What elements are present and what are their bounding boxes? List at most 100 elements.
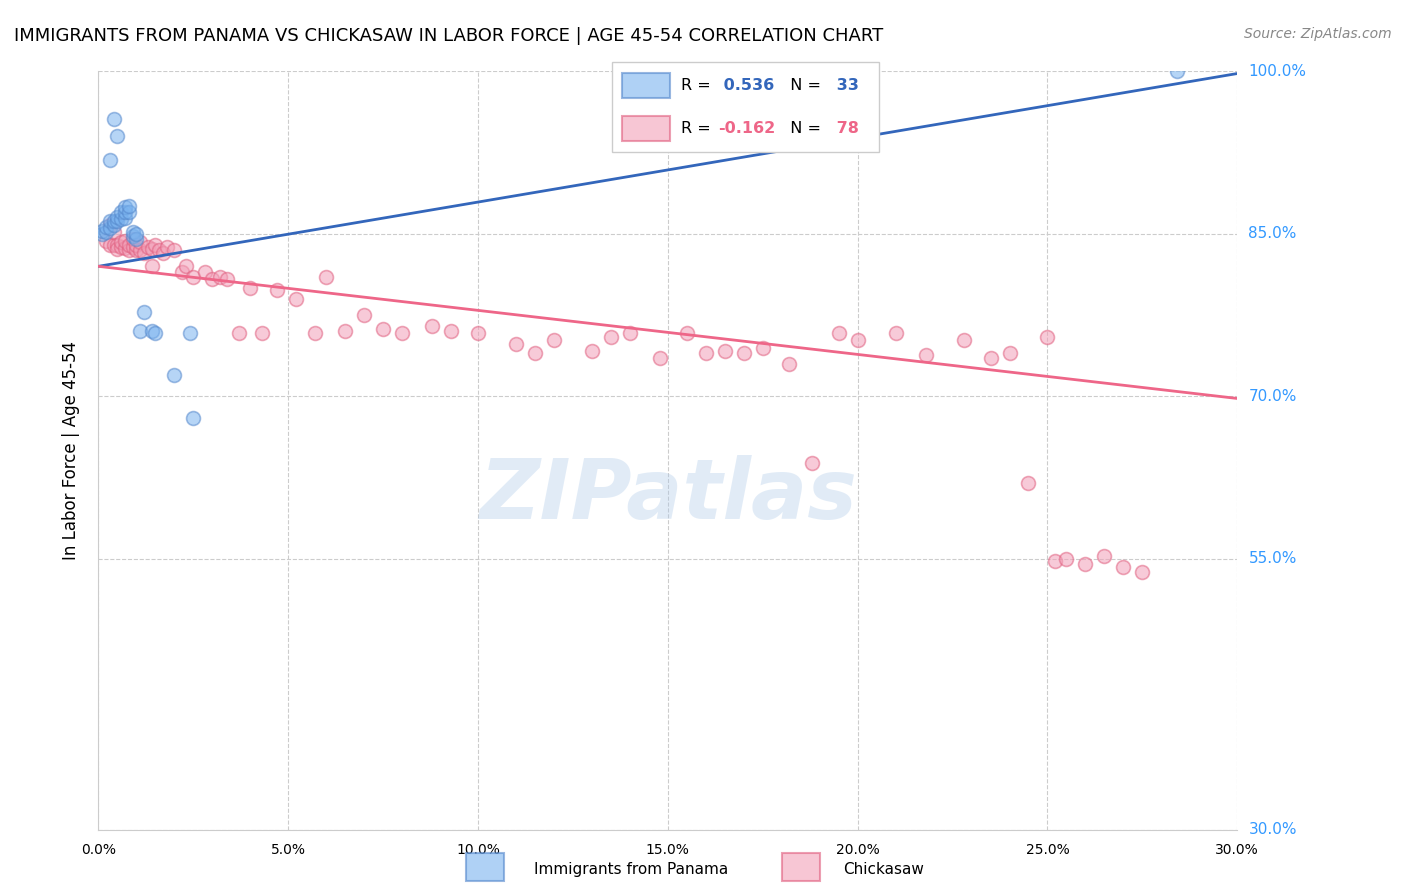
Text: IMMIGRANTS FROM PANAMA VS CHICKASAW IN LABOR FORCE | AGE 45-54 CORRELATION CHART: IMMIGRANTS FROM PANAMA VS CHICKASAW IN L… <box>14 27 883 45</box>
Point <box>125 237 148 252</box>
FancyBboxPatch shape <box>623 73 671 98</box>
Text: N =: N = <box>780 121 821 136</box>
Point <box>183 270 205 285</box>
Point <box>1132 565 1154 579</box>
Point <box>94 225 117 239</box>
Point <box>217 272 239 286</box>
Point <box>1166 64 1188 78</box>
Point <box>714 343 737 358</box>
Point <box>114 211 136 225</box>
Point <box>110 235 132 250</box>
Text: 70.0%: 70.0% <box>1249 389 1296 404</box>
Point <box>107 214 129 228</box>
Point <box>778 357 800 371</box>
Point <box>1036 329 1059 343</box>
Point <box>505 337 527 351</box>
Point <box>148 243 170 257</box>
FancyBboxPatch shape <box>783 853 821 881</box>
Text: 10.0%: 10.0% <box>456 843 501 856</box>
Point <box>125 232 148 246</box>
Point <box>174 260 197 274</box>
Text: 55.0%: 55.0% <box>1249 551 1296 566</box>
Text: -0.162: -0.162 <box>718 121 776 136</box>
Point <box>194 265 217 279</box>
FancyBboxPatch shape <box>623 116 671 141</box>
Point <box>170 265 193 279</box>
Point <box>118 237 141 252</box>
Point <box>152 246 174 260</box>
Point <box>98 214 121 228</box>
Point <box>524 346 547 360</box>
Point <box>1074 557 1097 571</box>
Point <box>250 326 273 341</box>
Text: 33: 33 <box>831 78 859 93</box>
Point <box>103 225 125 239</box>
Point <box>114 241 136 255</box>
Point <box>1056 551 1078 566</box>
Point <box>110 205 132 219</box>
Point <box>953 333 976 347</box>
Text: Chickasaw: Chickasaw <box>844 863 925 877</box>
Point <box>141 324 163 338</box>
Point <box>979 351 1001 366</box>
Point <box>884 326 907 341</box>
Point <box>98 237 121 252</box>
Text: 0.0%: 0.0% <box>82 843 115 856</box>
Point <box>422 318 444 333</box>
Point <box>145 326 167 341</box>
Text: 25.0%: 25.0% <box>1025 843 1070 856</box>
Point <box>141 242 163 256</box>
Point <box>114 235 136 249</box>
Point <box>121 232 143 246</box>
Point <box>543 333 565 347</box>
Point <box>103 218 125 232</box>
Point <box>103 214 125 228</box>
Point <box>353 308 375 322</box>
Point <box>208 270 231 285</box>
Point <box>1043 554 1066 568</box>
Point <box>163 368 186 382</box>
Point <box>304 326 326 341</box>
Point <box>179 326 201 341</box>
Point <box>110 240 132 254</box>
Point <box>467 326 489 341</box>
Point <box>163 243 186 257</box>
Point <box>183 411 205 425</box>
Point <box>371 322 394 336</box>
Point <box>581 343 603 358</box>
Point <box>118 199 141 213</box>
Point <box>114 200 136 214</box>
Text: ZIPatlas: ZIPatlas <box>479 456 856 536</box>
Point <box>121 240 143 254</box>
Point <box>98 153 121 168</box>
Point <box>998 346 1021 360</box>
Point <box>600 329 623 343</box>
Point <box>828 326 851 341</box>
Point <box>266 283 288 297</box>
Point <box>201 272 224 286</box>
Point <box>98 221 121 235</box>
Point <box>846 333 869 347</box>
Text: 78: 78 <box>831 121 859 136</box>
Point <box>107 242 129 256</box>
Point <box>136 240 159 254</box>
Point <box>239 281 262 295</box>
Text: 85.0%: 85.0% <box>1249 227 1296 242</box>
Point <box>103 112 125 126</box>
Point <box>801 457 824 471</box>
Point <box>1018 475 1040 490</box>
Point <box>94 235 117 249</box>
Point <box>619 326 641 341</box>
Point <box>132 305 155 319</box>
Point <box>391 326 413 341</box>
Point <box>1112 560 1135 574</box>
Point <box>121 225 143 239</box>
Point <box>129 243 152 257</box>
Point <box>733 346 755 360</box>
Point <box>129 324 152 338</box>
Point <box>118 243 141 257</box>
Text: 0.536: 0.536 <box>718 78 775 93</box>
Point <box>145 237 167 252</box>
Point <box>107 129 129 144</box>
Point <box>695 346 717 360</box>
